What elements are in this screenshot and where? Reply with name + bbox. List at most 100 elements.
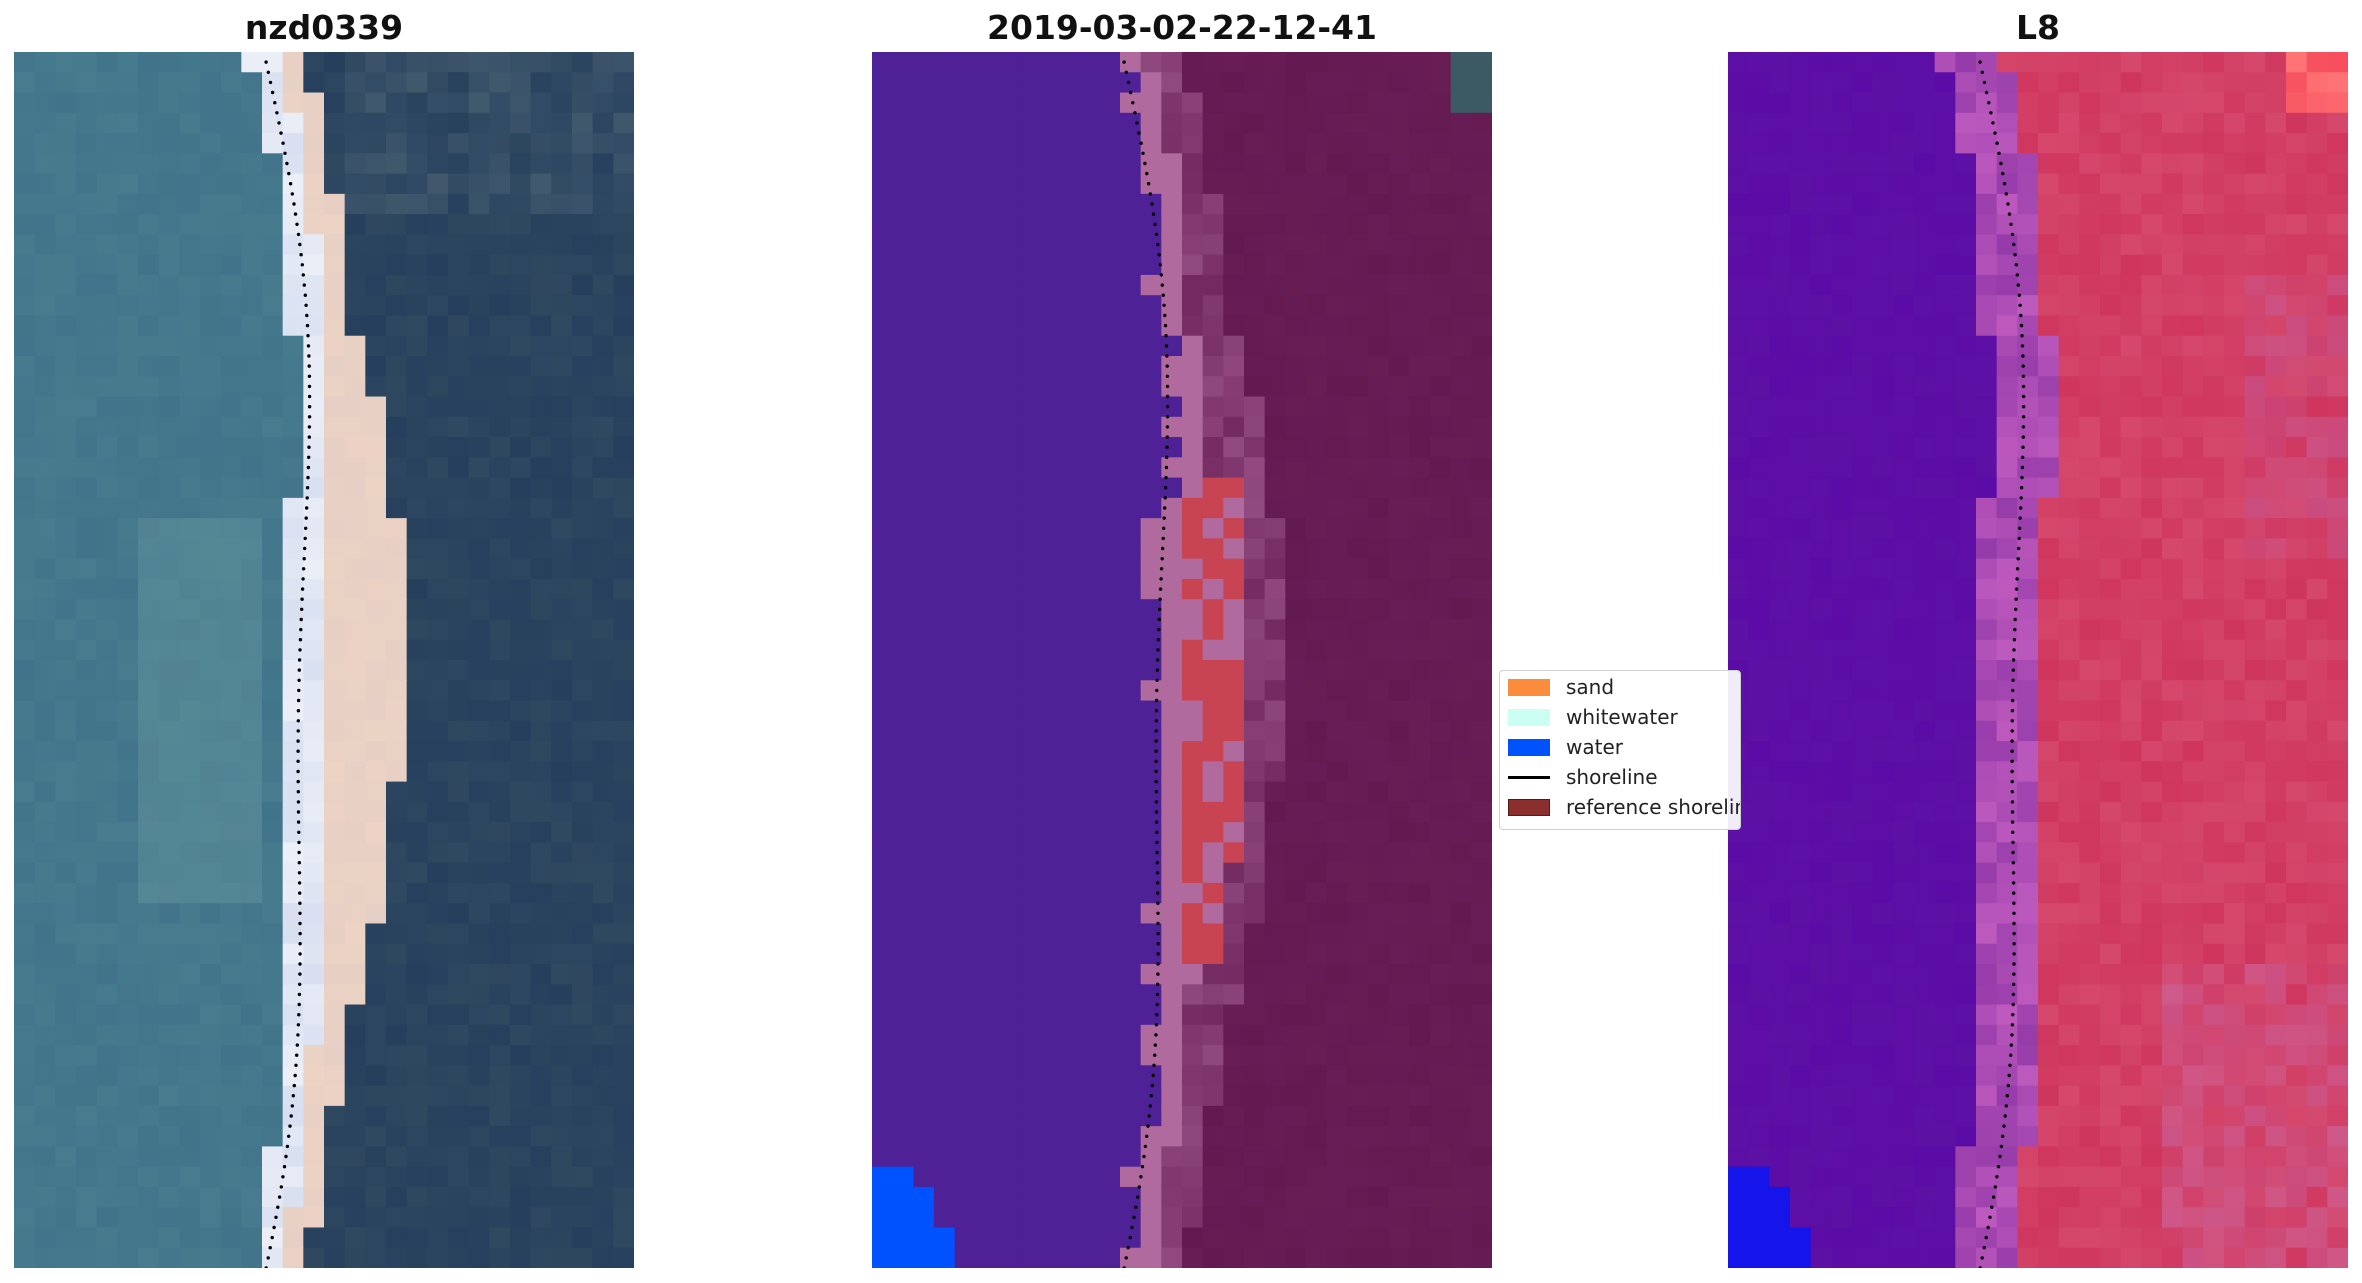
falsecolor-pixel [2203, 801, 2225, 823]
classified-pixel [1264, 1247, 1286, 1268]
falsecolor-pixel [2224, 376, 2246, 398]
shoreline-point [1155, 861, 1159, 865]
rgb-pixel [344, 822, 366, 843]
classified-pixel [913, 1247, 935, 1268]
rgb-pixel [282, 72, 304, 94]
rgb-pixel [241, 1105, 263, 1127]
rgb-pixel [344, 234, 366, 256]
falsecolor-pixel [2120, 335, 2142, 357]
falsecolor-pixel [1955, 599, 1977, 621]
classified-pixel [996, 1085, 1018, 1107]
classified-pixel [954, 1247, 976, 1268]
classified-pixel [1161, 376, 1183, 398]
rgb-pixel [55, 416, 77, 438]
classified-pixel [1244, 133, 1266, 154]
classified-pixel [1037, 133, 1059, 154]
classified-pixel [975, 862, 997, 884]
falsecolor-pixel [1955, 254, 1977, 276]
falsecolor-pixel [2224, 680, 2246, 702]
classified-pixel [1450, 1024, 1472, 1046]
shoreline-point [305, 323, 310, 328]
falsecolor-pixel [2286, 214, 2308, 235]
falsecolor-pixel [2224, 92, 2246, 114]
classified-pixel [1078, 457, 1100, 479]
classified-pixel [1223, 1004, 1245, 1026]
falsecolor-pixel [2244, 761, 2266, 783]
falsecolor-pixel [1769, 254, 1791, 276]
rgb-pixel [365, 518, 387, 539]
falsecolor-pixel [2203, 254, 2225, 276]
classified-pixel [1058, 153, 1080, 175]
falsecolor-pixel [2265, 153, 2287, 175]
rgb-pixel [303, 1085, 325, 1107]
falsecolor-pixel [2038, 376, 2060, 398]
rgb-pixel [365, 193, 387, 215]
falsecolor-pixel [1976, 700, 1998, 722]
rgb-pixel [489, 214, 511, 235]
classified-pixel [975, 1166, 997, 1188]
classified-pixel [934, 1247, 956, 1268]
rgb-pixel [510, 335, 532, 357]
rgb-pixel [220, 1166, 242, 1188]
falsecolor-pixel [1934, 457, 1956, 479]
falsecolor-pixel [2203, 457, 2225, 479]
falsecolor-pixel [1934, 619, 1956, 641]
classified-pixel [1099, 193, 1121, 215]
classified-pixel [1058, 700, 1080, 722]
falsecolor-pixel [1810, 518, 1832, 539]
classified-pixel [1202, 660, 1224, 681]
rgb-pixel [96, 193, 118, 215]
classified-pixel [954, 437, 976, 458]
classified-pixel [1161, 1045, 1183, 1066]
rgb-pixel [55, 558, 77, 580]
classified-pixel [1306, 882, 1328, 904]
rgb-pixel [592, 376, 614, 398]
falsecolor-pixel [2100, 660, 2122, 681]
rgb-pixel [117, 700, 139, 722]
rgb-pixel [386, 660, 408, 681]
classified-pixel [1368, 578, 1390, 600]
rgb-pixel [324, 801, 346, 823]
classified-pixel [1326, 234, 1348, 256]
classified-pixel [1264, 92, 1286, 114]
shoreline-point [297, 850, 301, 855]
rgb-pixel [572, 72, 594, 94]
classified-pixel [1078, 639, 1100, 661]
classified-pixel [1368, 52, 1390, 73]
classified-pixel [1037, 558, 1059, 580]
falsecolor-pixel [1810, 619, 1832, 641]
falsecolor-pixel [2017, 720, 2039, 742]
rgb-pixel [303, 274, 325, 296]
rgb-pixel [241, 700, 263, 722]
rgb-pixel [220, 1146, 242, 1168]
rgb-pixel [220, 173, 242, 195]
rgb-pixel [138, 903, 160, 925]
classified-pixel [1450, 1146, 1472, 1168]
rgb-pixel [489, 639, 511, 661]
rgb-pixel [489, 457, 511, 479]
classified-pixel [913, 842, 935, 864]
classified-pixel [975, 457, 997, 479]
classified-pixel [954, 619, 976, 641]
shoreline-point [298, 952, 302, 956]
classified-pixel [1140, 599, 1162, 621]
shoreline-point [1154, 729, 1158, 733]
classified-pixel [1182, 822, 1204, 843]
classified-pixel [1202, 943, 1224, 965]
falsecolor-pixel [1976, 741, 1998, 762]
falsecolor-pixel [1996, 477, 2018, 499]
falsecolor-pixel [2079, 254, 2101, 276]
rgb-pixel [303, 1024, 325, 1046]
rgb-pixel [530, 822, 552, 843]
classified-pixel [996, 153, 1018, 175]
falsecolor-pixel [2079, 214, 2101, 235]
rgb-pixel [551, 619, 573, 641]
shoreline-point [1159, 577, 1163, 581]
rgb-pixel [406, 842, 428, 864]
falsecolor-pixel [1872, 497, 1894, 519]
shoreline-point [296, 820, 301, 824]
classified-pixel [1037, 578, 1059, 600]
classified-pixel [1326, 1004, 1348, 1026]
classified-pixel [1450, 376, 1472, 398]
classified-pixel [1078, 437, 1100, 458]
